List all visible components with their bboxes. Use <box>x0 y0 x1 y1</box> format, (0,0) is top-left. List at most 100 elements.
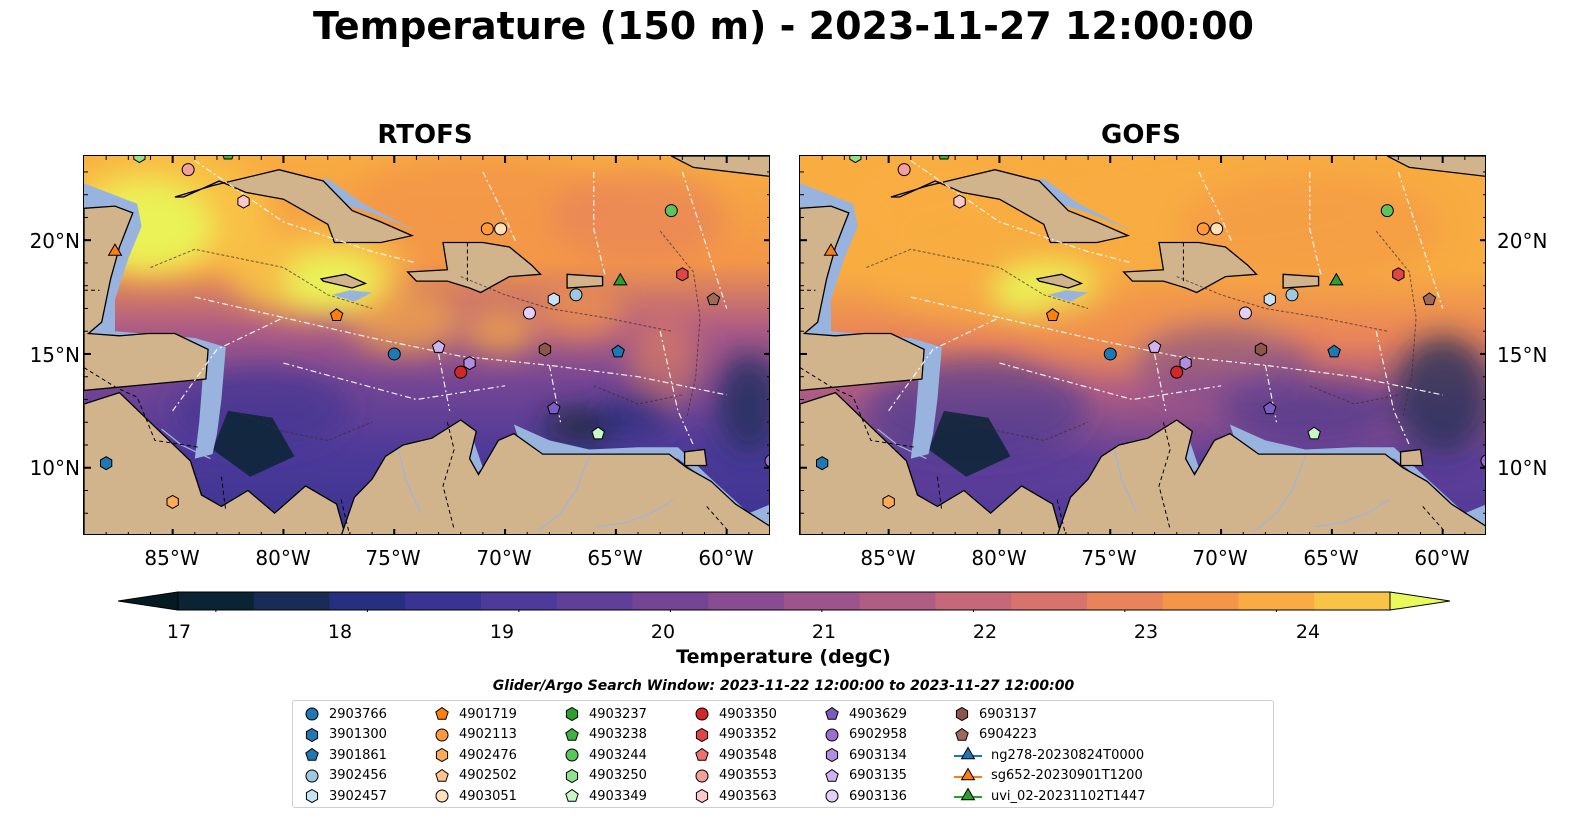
legend-item-6903134: 6903134 <box>823 745 907 765</box>
legend-item-4903244: 4903244 <box>563 745 647 765</box>
legend-label: 4903349 <box>589 788 647 804</box>
float-marker-gofs-3901300 <box>816 456 829 471</box>
float-marker-gofs-uvi_02-20231102T1447 <box>1328 272 1344 286</box>
float-marker-gofs-4902476 <box>882 494 895 509</box>
legend-marker-4903352 <box>695 727 709 742</box>
page-title: Temperature (150 m) - 2023-11-27 12:00:0… <box>312 4 1254 48</box>
legend-label: sg652-20230901T1200 <box>991 768 1143 784</box>
legend-label: 4903244 <box>589 747 647 763</box>
legend-label: 4901719 <box>459 706 517 722</box>
legend-label: 6904223 <box>979 727 1037 743</box>
float-marker-rtofs-4903350 <box>454 365 468 379</box>
float-marker-rtofs-4903553 <box>181 163 195 177</box>
legend-title: Glider/Argo Search Window: 2023-11-22 12… <box>492 678 1075 694</box>
cbar-tick-20: 20 <box>650 621 676 643</box>
legend-label: 4902476 <box>459 747 517 763</box>
float-marker-rtofs-3901300 <box>100 456 113 471</box>
legend-item-4903349: 4903349 <box>563 786 647 806</box>
float-marker-gofs-4903350 <box>1170 365 1184 379</box>
lat-label-right-10n: 10°N <box>1497 456 1548 480</box>
legend-label: 3902456 <box>329 768 387 784</box>
legend-item-4903350: 4903350 <box>693 704 777 724</box>
float-marker-gofs-4903352 <box>1392 267 1405 282</box>
float-marker-rtofs-6903136 <box>522 306 536 320</box>
colorbar-bin-15 <box>1314 592 1391 610</box>
float-marker-gofs-6903134 <box>1179 356 1192 371</box>
legend-marker-4903563 <box>695 789 709 804</box>
legend-label: 4903250 <box>589 768 647 784</box>
legend-marker-6903136 <box>825 789 839 803</box>
legend-marker-6904223 <box>955 727 969 741</box>
land-1 <box>1057 419 1485 534</box>
lon-label-75w-gofs: 75°W <box>1081 546 1137 570</box>
land-7 <box>1399 448 1424 467</box>
legend-marker-6903135 <box>825 768 839 782</box>
legend-marker-4903553 <box>695 769 709 783</box>
gofs-map[interactable] <box>799 155 1486 535</box>
panel-title-gofs: GOFS <box>1101 120 1181 150</box>
legend-label: uvi_02-20231102T1447 <box>991 788 1146 804</box>
float-marker-rtofs-4902113 <box>480 222 494 236</box>
legend-item-6903136: 6903136 <box>823 786 907 806</box>
float-marker-rtofs-uvi_02-20231102T1447 <box>612 272 628 286</box>
float-marker-rtofs-6903134 <box>463 356 476 371</box>
legend-item-4903051: 4903051 <box>433 786 517 806</box>
colorbar-bin-1 <box>253 592 331 610</box>
float-marker-gofs-sg652-20230901T1200 <box>823 243 839 256</box>
float-marker-rtofs-4903250 <box>133 156 146 164</box>
float-marker-rtofs-3902456 <box>569 288 583 302</box>
legend-item-4903553: 4903553 <box>693 766 777 786</box>
legend-item-4902113: 4902113 <box>433 725 517 745</box>
colorbar-bin-13 <box>1162 592 1240 610</box>
land-5 <box>406 241 542 294</box>
legend-label: 3902457 <box>329 788 387 804</box>
legend-marker-4902502 <box>435 768 449 782</box>
land-6 <box>1282 273 1320 289</box>
lon-label-80w-gofs: 80°W <box>971 546 1027 570</box>
legend-marker-4903238 <box>565 727 579 741</box>
colorbar-bin-8 <box>784 592 861 610</box>
float-marker-rtofs-6904223 <box>706 292 721 306</box>
legend-label: 3901861 <box>329 747 387 763</box>
legend-item-6902958: 6902958 <box>823 725 907 745</box>
legend-marker-4903244 <box>565 748 579 762</box>
lon-label-65w-rtofs: 65°W <box>587 546 643 570</box>
cbar-tick-23: 23 <box>1133 621 1159 643</box>
legend-item-4903352: 4903352 <box>693 725 777 745</box>
legend-marker-4903548 <box>695 748 709 761</box>
legend-label: 4903237 <box>589 706 647 722</box>
legend-item-4903237: 4903237 <box>563 704 647 724</box>
lat-label-right-20n: 20°N <box>1497 229 1548 253</box>
land-7 <box>683 448 708 467</box>
land-1 <box>341 419 769 534</box>
lon-label-85w-gofs: 85°W <box>860 546 916 570</box>
colorbar-bin-0 <box>178 592 255 610</box>
cbar-tick-18: 18 <box>327 621 353 643</box>
float-marker-rtofs-4903563 <box>237 194 250 209</box>
land-0 <box>800 391 1062 534</box>
rtofs-map[interactable] <box>83 155 770 535</box>
lon-label-60w-rtofs: 60°W <box>698 546 754 570</box>
cbar-tick-21: 21 <box>811 621 837 643</box>
lat-label-right-15n: 15°N <box>1497 343 1548 367</box>
legend-item-4902476: 4902476 <box>433 745 517 765</box>
colorbar-bin-5 <box>556 592 634 610</box>
float-marker-rtofs-4903349 <box>591 426 605 440</box>
float-marker-gofs-2903766 <box>1103 347 1117 361</box>
float-marker-gofs-4903349 <box>1307 426 1321 440</box>
legend-marker-4903237 <box>565 706 579 722</box>
legend-item-4903238: 4903238 <box>563 725 647 745</box>
float-marker-gofs-6903136 <box>1238 306 1252 320</box>
float-marker-rtofs-4903629 <box>547 401 561 415</box>
land-0 <box>84 391 346 534</box>
colorbar-bin-3 <box>405 592 482 610</box>
legend-marker-4903350 <box>695 707 709 721</box>
legend-marker-4902476 <box>435 748 449 763</box>
legend-label: 6903135 <box>849 768 907 784</box>
legend-label: 4903629 <box>849 706 907 722</box>
legend-item-4901719: 4901719 <box>433 704 517 724</box>
lat-label-left-20n: 20°N <box>29 229 80 253</box>
colorbar-bin-6 <box>632 592 709 610</box>
legend-marker-3901861 <box>305 748 319 761</box>
float-marker-gofs-3901861 <box>1327 344 1341 358</box>
